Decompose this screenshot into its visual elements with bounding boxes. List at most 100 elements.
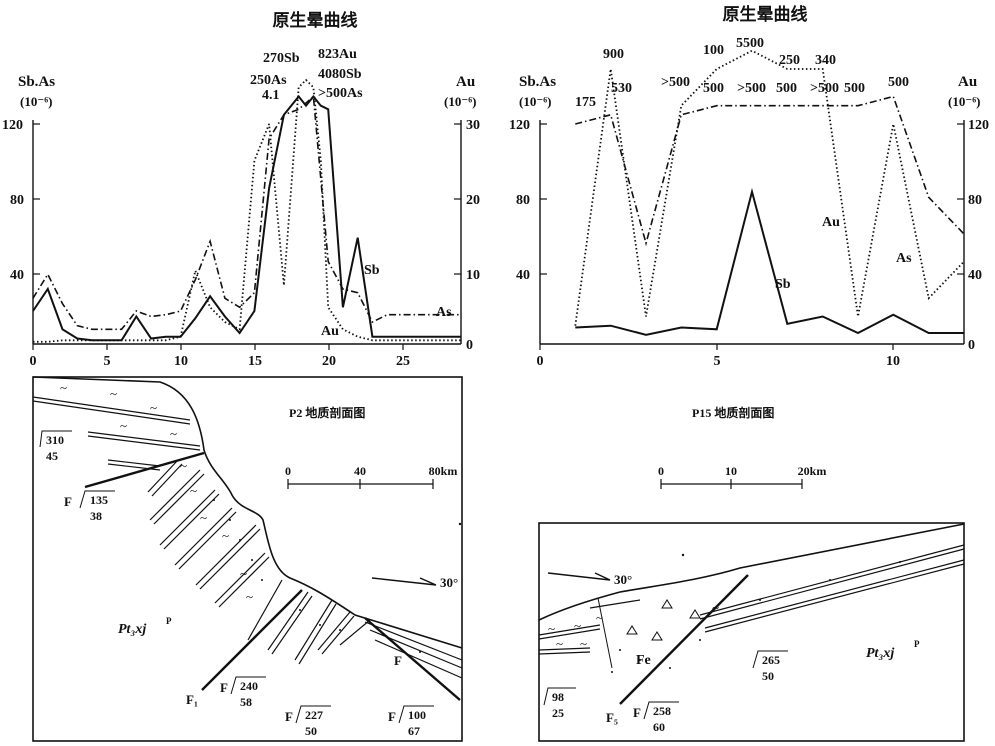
left-chart-title: 原生晕曲线 [273,10,358,31]
left-label-sb: Sb [364,263,380,278]
right-xtick-0: 0 [537,354,544,369]
p15-unit-sup: P [914,639,920,649]
left-y2tick-10: 10 [466,268,480,283]
p2-attitude-227: F 227 50 [285,705,331,738]
p2-unit-sup: P [166,616,172,626]
p15-tilde-marks: ~~~ ~~~ [548,600,719,651]
svg-text:~: ~ [574,618,581,633]
svg-text:98: 98 [552,690,564,704]
p15-fault-f5 [619,574,749,705]
p2-fault-f1 [201,589,303,691]
left-ytick-40: 40 [10,268,24,283]
left-anno-823au: 823Au [318,47,357,62]
svg-text:258: 258 [653,704,671,718]
speck [458,522,462,526]
svg-text:~: ~ [110,386,117,401]
svg-text:~: ~ [180,458,187,473]
svg-text:67: 67 [408,724,420,738]
svg-text:~: ~ [548,621,555,636]
left-au-line [33,78,461,343]
right-ytick-40: 40 [516,268,530,283]
svg-text:227: 227 [305,708,323,722]
right-anno-gt500-b: >500 [737,81,766,96]
right-label-sb: Sb [775,277,791,292]
right-anno-340: 340 [815,53,836,68]
svg-text:25: 25 [552,706,564,720]
p2-frame [32,376,463,742]
p15-rock-fe: Fe [636,653,651,668]
right-anno-250: 250 [779,53,800,68]
svg-text:~: ~ [240,566,247,581]
right-y-label: Sb.As [519,74,556,90]
p15-scale-10: 10 [725,464,737,478]
right-au-line [574,49,964,326]
svg-text:F: F [633,705,641,720]
p2-scale-80: 80km [429,464,458,478]
p15-frame [538,522,965,742]
left-anno-500as: >500As [318,86,363,101]
p2-tilde-marks: ~ ~~ ~~ ~~~ ~~~ [60,380,253,604]
right-anno-gt500-c: >500 [810,81,839,96]
svg-text:~: ~ [170,426,177,441]
right-xtick-10: 10 [886,354,900,369]
left-anno-4-1: 4.1 [262,88,280,103]
p2-strata [32,396,463,679]
right-y2tick-40: 40 [968,268,982,283]
svg-text:F: F [64,494,72,509]
right-anno-5500: 5500 [736,36,764,51]
left-ytick-120: 120 [2,118,23,133]
left-xtick-0: 0 [30,354,37,369]
svg-text:58: 58 [240,695,252,709]
right-anno-500-c: 500 [844,81,865,96]
p2-topography [32,376,463,649]
p15-contact [597,597,613,669]
left-xtick-25: 25 [396,354,410,369]
p15-attitude-258: F 258 60 [633,701,679,734]
left-y2-unit: (10⁻⁶) [444,94,476,109]
svg-text:F: F [388,709,396,724]
p15-direction: 30° [614,572,632,587]
left-label-au: Au [321,324,339,339]
p15-unit: Pt₃xj [866,646,894,661]
svg-text:~: ~ [190,483,197,498]
p15-title: P15 地质剖面图 [692,405,774,420]
svg-text:38: 38 [90,509,102,523]
svg-text:310: 310 [46,433,64,447]
left-label-as: As [436,305,452,320]
p15-scale-20: 20km [798,464,827,478]
right-xtick-5: 5 [714,354,721,369]
right-anno-530: 530 [611,81,632,96]
svg-text:~: ~ [120,418,127,433]
p2-attitude-310: 310 45 [39,430,72,463]
right-y2tick-0: 0 [968,338,975,353]
right-anno-100: 100 [703,43,724,58]
svg-text:45: 45 [46,449,58,463]
right-anno-500-a: 500 [703,81,724,96]
right-y2-unit: (10⁻⁶) [948,94,980,109]
p15-dots [611,561,901,673]
p15-attitude-98: 98 25 [543,687,576,720]
right-y2tick-80: 80 [968,193,982,208]
svg-text:240: 240 [240,679,258,693]
svg-text:F: F [285,709,293,724]
svg-text:135: 135 [90,493,108,507]
p2-fault-label-f1: F₁ [186,692,198,707]
p2-attitude-100: F 100 67 [388,705,434,738]
right-chart-title: 原生晕曲线 [723,4,808,25]
p15-attitude-265: 265 50 [752,650,788,683]
p2-attitude-240: F 240 58 [220,676,266,709]
right-anno-gt500-a: >500 [661,75,690,90]
speck [681,553,685,557]
p2-fault-right [364,617,461,701]
svg-text:~: ~ [222,528,229,543]
p2-scale-0: 0 [285,464,291,478]
right-label-as: As [896,251,912,266]
p15-section: ~~~ ~~~ P15 地质剖面图 0 10 20km 30° Pt₃xj P … [458,405,965,742]
left-y-label: Sb.As [18,74,55,90]
right-ytick-120: 120 [509,118,530,133]
left-y2tick-0: 0 [466,338,473,353]
left-xtick-20: 20 [322,354,336,369]
svg-text:~: ~ [556,636,563,651]
p2-direction: 30° [440,575,458,590]
